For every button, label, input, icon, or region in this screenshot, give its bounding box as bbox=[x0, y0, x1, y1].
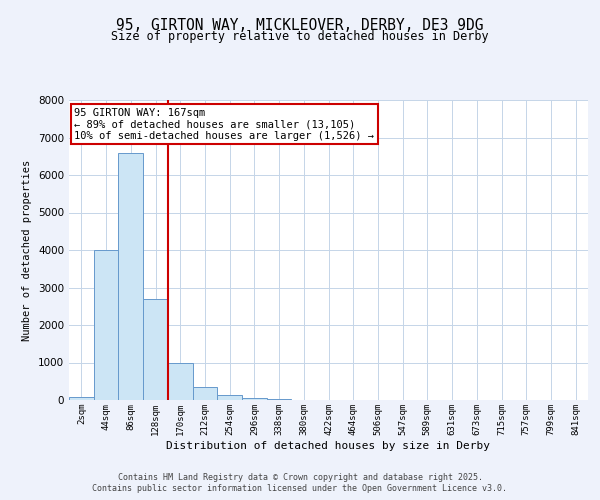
Text: Contains HM Land Registry data © Crown copyright and database right 2025.: Contains HM Land Registry data © Crown c… bbox=[118, 472, 482, 482]
Text: 95, GIRTON WAY, MICKLEOVER, DERBY, DE3 9DG: 95, GIRTON WAY, MICKLEOVER, DERBY, DE3 9… bbox=[116, 18, 484, 32]
Y-axis label: Number of detached properties: Number of detached properties bbox=[22, 160, 32, 340]
Bar bbox=[69, 398, 94, 400]
Bar bbox=[267, 399, 292, 400]
Bar bbox=[143, 298, 168, 400]
Bar bbox=[242, 398, 267, 400]
Text: Contains public sector information licensed under the Open Government Licence v3: Contains public sector information licen… bbox=[92, 484, 508, 493]
Bar bbox=[118, 152, 143, 400]
Bar bbox=[193, 387, 217, 400]
Bar bbox=[217, 395, 242, 400]
X-axis label: Distribution of detached houses by size in Derby: Distribution of detached houses by size … bbox=[167, 440, 491, 450]
Text: Size of property relative to detached houses in Derby: Size of property relative to detached ho… bbox=[111, 30, 489, 43]
Bar bbox=[168, 362, 193, 400]
Text: 95 GIRTON WAY: 167sqm
← 89% of detached houses are smaller (13,105)
10% of semi-: 95 GIRTON WAY: 167sqm ← 89% of detached … bbox=[74, 108, 374, 140]
Bar bbox=[94, 250, 118, 400]
